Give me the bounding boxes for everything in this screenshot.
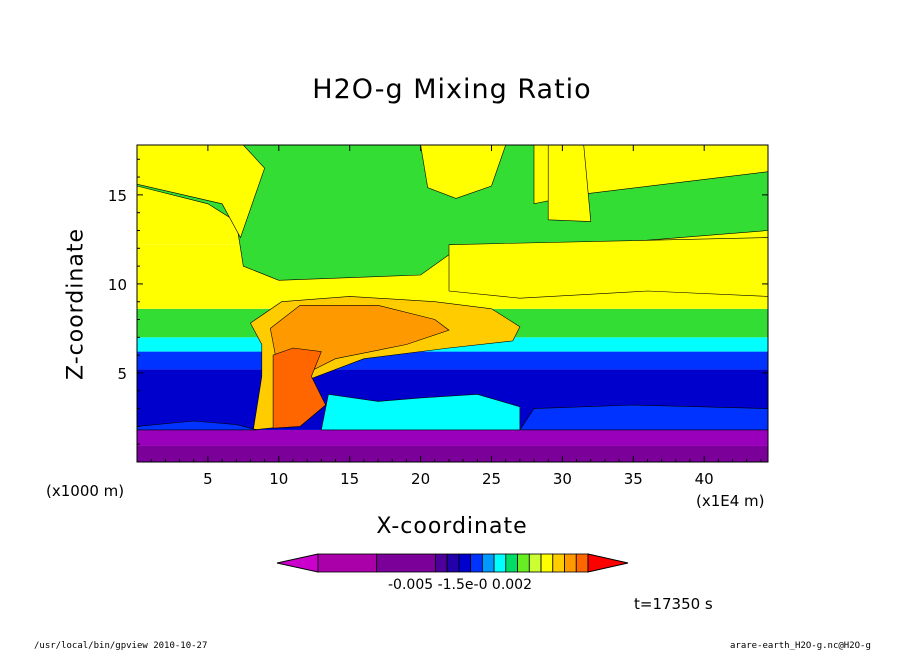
chart-title: H2O-g Mixing Ratio [312,74,592,105]
colorbar-swatch-13 [564,553,577,573]
x-tick-label-1: 10 [269,470,288,488]
y-tick-label-2: 15 [108,187,127,205]
axis-ticks: 5 10 15 20 25 30 35 40 5 10 15 [108,145,768,488]
region-blue-plume [519,404,768,431]
x-tick-label-6: 35 [624,470,643,488]
colorbar-swatch-3 [446,553,460,573]
colorbar-swatch-11 [540,553,554,573]
region-core [272,347,326,429]
colorbar-labels: -0.005 -1.5e-0 0.002 [388,577,532,593]
region-yellow-right-mid [448,237,768,299]
x-tick-label-0: 5 [203,470,213,488]
colorbar-high-arrow [587,553,629,573]
region-blue-left [137,420,258,431]
x-tick-label-7: 40 [695,470,714,488]
band-surface [137,445,768,462]
x-unit-label-right: (x1E4 m) [696,492,765,510]
plot-frame [136,144,769,463]
footer-left: /usr/local/bin/gpview 2010-10-27 [34,641,208,651]
y-tick-label-1: 10 [108,276,127,294]
x-tick-label-4: 25 [482,470,501,488]
colorbar-swatch-5 [470,553,483,573]
colorbar-swatch-4 [458,553,472,573]
x-tick-label-5: 30 [553,470,572,488]
colorbar-low-arrow [276,553,319,573]
colorbar-swatch-9 [517,553,530,573]
colorbar-swatch-14 [575,553,589,573]
colorbar-swatch-0 [317,553,378,573]
x-tick-label-3: 20 [411,470,430,488]
colorbar-swatch-8 [505,553,518,573]
colorbar-swatch-10 [528,553,542,573]
colorbar [276,553,629,573]
region-yellow-left [137,145,265,239]
footer-right: arare-earth_H2O-g.nc@H2O-g [730,641,871,651]
colorbar-swatch-2 [434,553,448,573]
colorbar-swatch-6 [481,553,495,573]
time-annotation: t=17350 s [634,595,713,613]
region-yellow-top [420,145,507,199]
region-yellow-right [533,145,768,205]
colorbar-swatch-12 [552,553,565,573]
region-cyan-plume [320,393,521,431]
colorbar-swatch-1 [376,553,436,573]
region-yellow-strip [547,145,592,222]
x-unit-label: (x1000 m) [46,482,125,500]
band-low-purple [137,429,768,446]
x-tick-label-2: 15 [340,470,359,488]
band-blue [137,351,768,370]
contour-field [137,145,768,462]
x-axis-label: X-coordinate [376,514,528,539]
colorbar-swatch-7 [493,553,507,573]
y-tick-label-0: 5 [117,365,127,383]
y-axis-label: Z-coordinate [63,228,89,380]
